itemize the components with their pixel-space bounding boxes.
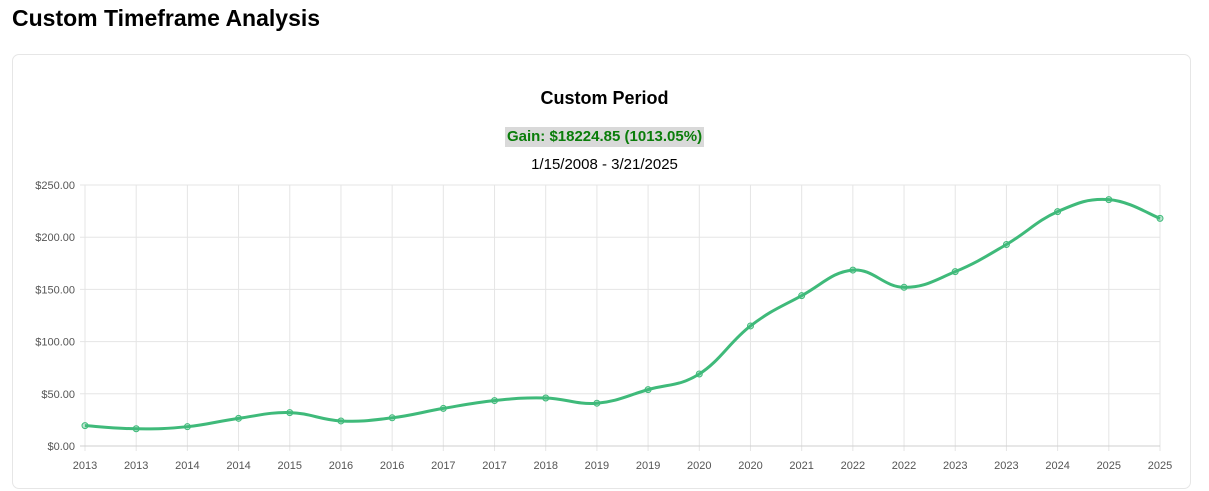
x-tick-label: 2019 xyxy=(636,460,660,472)
x-tick-label: 2015 xyxy=(278,460,302,472)
x-tick-label: 2013 xyxy=(73,460,97,472)
data-point xyxy=(695,370,703,378)
data-point xyxy=(1156,214,1164,222)
y-axis-ticks: $0.00 $50.00 $100.00 $150.00 $200.00 $250.00 xyxy=(35,180,75,453)
y-tick-label: $250.00 xyxy=(35,180,75,192)
data-points xyxy=(81,196,1164,433)
data-point xyxy=(900,283,908,291)
x-axis-ticks: 2013 2013 2014 2014 2015 2016 2016 2017 2017 2018… xyxy=(73,460,1172,472)
y-tick-label: $150.00 xyxy=(35,284,75,296)
data-point xyxy=(388,414,396,422)
data-point xyxy=(1105,196,1113,204)
data-point xyxy=(951,268,959,276)
x-tick-label: 2014 xyxy=(175,460,199,472)
data-point xyxy=(593,399,601,407)
y-tick-label: $100.00 xyxy=(35,337,75,349)
data-point xyxy=(644,386,652,394)
x-tick-label: 2024 xyxy=(1045,460,1069,472)
x-tick-label: 2016 xyxy=(380,460,404,472)
gain-label: Gain: $18224.85 (1013.05%) xyxy=(504,127,705,147)
data-point xyxy=(542,394,550,402)
x-tick-label: 2025 xyxy=(1148,460,1172,472)
gain-row: Gain: $18224.85 (1013.05%) xyxy=(0,127,1209,147)
page-title: Custom Timeframe Analysis xyxy=(12,5,321,31)
y-tick-label: $50.00 xyxy=(41,389,75,401)
data-point xyxy=(286,409,294,417)
x-tick-label: 2017 xyxy=(431,460,455,472)
y-tick-label: $200.00 xyxy=(35,232,75,244)
x-tick-label: 2023 xyxy=(943,460,967,472)
x-tick-label: 2014 xyxy=(226,460,250,472)
data-point xyxy=(235,414,243,422)
x-tick-label: 2016 xyxy=(329,460,353,472)
data-point xyxy=(849,266,857,274)
x-tick-label: 2020 xyxy=(738,460,762,472)
x-tick-label: 2021 xyxy=(789,460,813,472)
grid-lines xyxy=(80,184,1161,451)
date-range: 1/15/2008 - 3/21/2025 xyxy=(531,156,678,173)
x-tick-label: 2023 xyxy=(994,460,1018,472)
data-point xyxy=(337,417,345,425)
chart-title: Custom Period xyxy=(540,88,669,108)
data-point xyxy=(132,425,140,433)
data-point xyxy=(491,397,499,405)
x-tick-label: 2020 xyxy=(687,460,711,472)
data-point xyxy=(81,422,89,430)
y-tick-label: $0.00 xyxy=(47,441,75,453)
chart-card xyxy=(12,54,1191,489)
data-point xyxy=(1002,241,1010,249)
x-tick-label: 2019 xyxy=(585,460,609,472)
data-point xyxy=(746,322,754,330)
data-point xyxy=(798,292,806,300)
x-tick-label: 2018 xyxy=(533,460,557,472)
x-tick-label: 2017 xyxy=(482,460,506,472)
x-tick-label: 2022 xyxy=(841,460,865,472)
series-line xyxy=(84,197,1161,431)
x-tick-label: 2025 xyxy=(1097,460,1121,472)
data-point xyxy=(439,404,447,412)
x-tick-label: 2013 xyxy=(124,460,148,472)
data-point xyxy=(1054,208,1062,216)
data-point xyxy=(183,423,191,431)
x-tick-label: 2022 xyxy=(892,460,916,472)
